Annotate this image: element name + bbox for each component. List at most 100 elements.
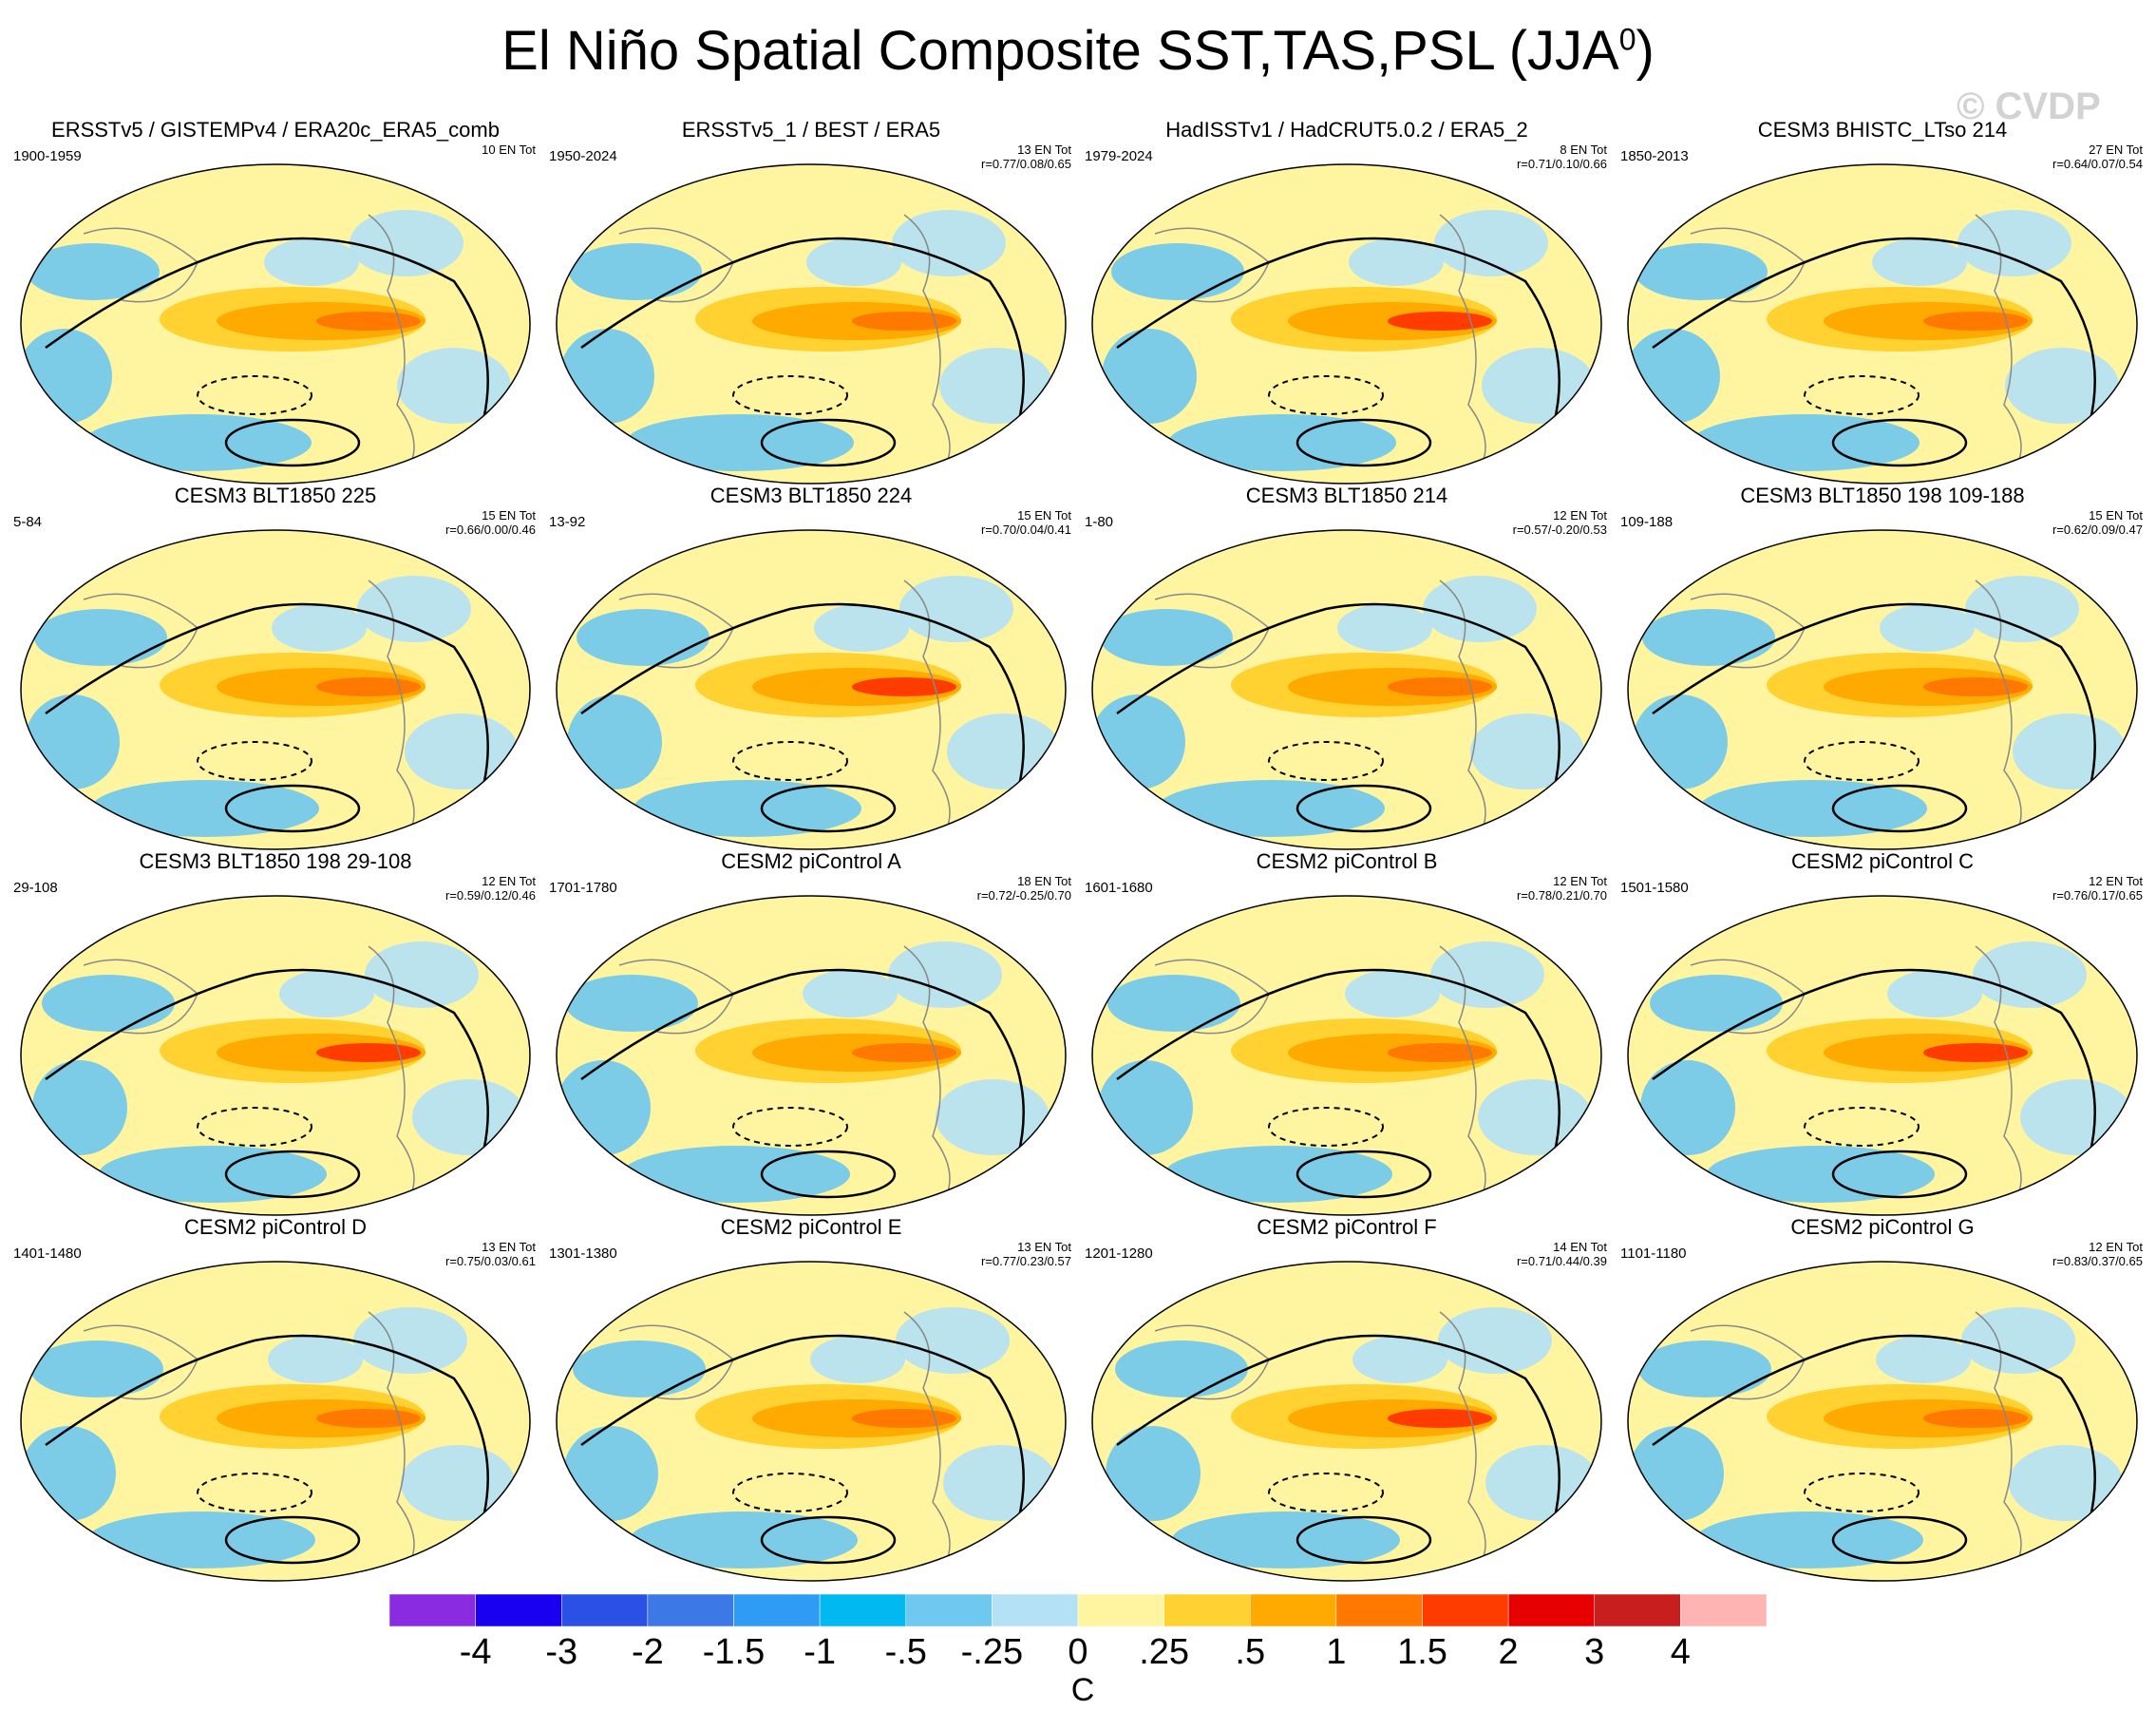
colorbar-swatch — [389, 1594, 476, 1627]
panel-title: CESM3 BLT1850 224 — [709, 484, 913, 507]
panel-title: CESM2 piControl G — [1790, 1215, 1975, 1239]
colorbar-tick-label: -1 — [804, 1632, 837, 1672]
panel-title: CESM2 piControl E — [720, 1215, 902, 1239]
colorbar-tick-label: 1.5 — [1397, 1632, 1447, 1672]
anomaly-map — [1091, 529, 1602, 850]
map-panel: CESM2 piControl F 1201-1280 14 EN Tot r=0.7… — [1079, 1211, 1615, 1595]
panel-title: CESM2 piControl A — [721, 849, 901, 873]
pattern-correlation: r=0.71/0.10/0.66 — [1516, 157, 1607, 171]
panel-years: 1-80 — [1085, 514, 1114, 530]
event-count: 12 EN Tot — [2089, 1240, 2143, 1254]
anomaly-map — [1091, 1261, 1602, 1582]
panel-years: 1900-1959 — [13, 148, 82, 164]
panel-years: 109-188 — [1620, 514, 1674, 530]
anomaly-map — [1627, 529, 2138, 850]
pattern-correlation: r=0.59/0.12/0.46 — [444, 888, 536, 903]
map-panel: CESM2 piControl D 1401-1480 13 EN Tot r=0.7… — [8, 1211, 543, 1595]
panel-stats: 12 EN Tot r=0.78/0.21/0.70 — [1517, 874, 1607, 903]
colorbar-tick-label: .25 — [1139, 1632, 1190, 1672]
colorbar-tick-label: 0 — [1068, 1632, 1088, 1672]
colorbar-swatch — [1077, 1594, 1164, 1627]
map-panel: ERSSTv5 / GISTEMPv4 / ERA20c_ERA5_comb 19… — [8, 114, 543, 498]
event-count: 12 EN Tot — [482, 874, 536, 888]
panel-stats: 12 EN Tot r=0.83/0.37/0.65 — [2052, 1240, 2143, 1268]
colorbar-swatch — [475, 1594, 562, 1627]
colorbar-swatch — [647, 1594, 734, 1627]
panel-stats: 15 EN Tot r=0.62/0.09/0.47 — [2052, 508, 2143, 537]
event-count: 14 EN Tot — [1553, 1240, 1607, 1254]
panel-title: CESM2 piControl C — [1791, 849, 1974, 873]
anomaly-map — [556, 1261, 1067, 1582]
colorbar-swatch — [1680, 1594, 1767, 1627]
panel-title: CESM3 BLT1850 198 109-188 — [1740, 484, 2025, 507]
panel-stats: 27 EN Tot r=0.64/0.07/0.54 — [2052, 143, 2143, 171]
panel-stats: 13 EN Tot r=0.77/0.08/0.65 — [981, 143, 1071, 171]
anomaly-map — [1627, 895, 2138, 1216]
panel-title: CESM3 BLT1850 214 — [1245, 484, 1448, 507]
panel-years: 1401-1480 — [13, 1245, 82, 1262]
event-count: 18 EN Tot — [1017, 874, 1071, 888]
colorbar-swatch — [992, 1594, 1079, 1627]
map-panel: ERSSTv5_1 / BEST / ERA5 1950-2024 13 EN To… — [543, 114, 1079, 498]
colorbar — [389, 1594, 1767, 1627]
map-panel: CESM3 BLT1850 224 13-92 15 EN Tot r=0.70/0.… — [543, 480, 1079, 864]
panel-stats: 8 EN Tot r=0.71/0.10/0.66 — [1517, 143, 1607, 171]
colorbar-tick-label: 2 — [1498, 1632, 1519, 1672]
anomaly-map — [20, 1261, 531, 1582]
event-count: 8 EN Tot — [1560, 143, 1607, 157]
pattern-correlation: r=0.77/0.08/0.65 — [980, 157, 1071, 171]
map-panel: HadISSTv1 / HadCRUT5.0.2 / ERA5_2 1979-20… — [1079, 114, 1615, 498]
panel-years: 1301-1380 — [549, 1245, 617, 1262]
colorbar-tick-label: 4 — [1670, 1632, 1691, 1672]
anomaly-map — [1627, 1261, 2138, 1582]
colorbar-tick-label: 1 — [1326, 1632, 1347, 1672]
panel-stats: 18 EN Tot r=0.72/-0.25/0.70 — [977, 874, 1071, 903]
panel-stats: 15 EN Tot r=0.70/0.04/0.41 — [981, 508, 1071, 537]
map-panel: CESM3 BLT1850 225 5-84 15 EN Tot r=0.66/0.0… — [8, 480, 543, 864]
event-count: 12 EN Tot — [1553, 874, 1607, 888]
colorbar-swatch — [561, 1594, 649, 1627]
panel-years: 1201-1280 — [1085, 1245, 1153, 1262]
panel-years: 1850-2013 — [1620, 148, 1689, 164]
panel-stats: 15 EN Tot r=0.66/0.00/0.46 — [445, 508, 536, 537]
panel-years: 13-92 — [549, 514, 586, 530]
panel-years: 1701-1780 — [549, 880, 617, 896]
colorbar-swatch — [1163, 1594, 1251, 1627]
colorbar-tick-label: -3 — [545, 1632, 578, 1672]
title-superscript: 0 — [1618, 22, 1636, 57]
map-panel: CESM2 piControl C 1501-1580 12 EN Tot r=0.7… — [1615, 846, 2150, 1229]
panel-years: 1101-1180 — [1620, 1245, 1687, 1262]
panel-years: 5-84 — [13, 514, 43, 530]
colorbar-swatch — [1422, 1594, 1509, 1627]
panel-stats: 13 EN Tot r=0.77/0.23/0.57 — [981, 1240, 1071, 1268]
anomaly-map — [1091, 895, 1602, 1216]
anomaly-map — [20, 529, 531, 850]
colorbar-tick-label: -.5 — [884, 1632, 927, 1672]
colorbar-tick-label: .5 — [1235, 1632, 1266, 1672]
colorbar-tick-label: -2 — [631, 1632, 664, 1672]
panel-years: 29-108 — [13, 880, 58, 896]
colorbar-tick-label: -4 — [459, 1632, 492, 1672]
colorbar-unit: C — [1070, 1672, 1095, 1708]
anomaly-map — [20, 895, 531, 1216]
panel-title: CESM2 piControl B — [1256, 849, 1438, 873]
colorbar-swatch — [819, 1594, 906, 1627]
panel-title: CESM3 BLT1850 225 — [174, 484, 377, 507]
event-count: 15 EN Tot — [2089, 508, 2143, 523]
pattern-correlation: r=0.57/-0.20/0.53 — [1512, 523, 1607, 537]
pattern-correlation: r=0.64/0.07/0.54 — [2052, 157, 2143, 171]
event-count: 10 EN Tot — [482, 143, 536, 157]
panel-stats: 12 EN Tot r=0.57/-0.20/0.53 — [1513, 508, 1607, 537]
event-count: 13 EN Tot — [1017, 1240, 1071, 1254]
anomaly-map — [556, 529, 1067, 850]
map-panel: CESM2 piControl G 1101-1180 12 EN Tot r=0.8… — [1615, 1211, 2150, 1595]
panel-title: ERSSTv5 / GISTEMPv4 / ERA20c_ERA5_comb — [51, 118, 500, 142]
map-panel: CESM2 piControl B 1601-1680 12 EN Tot r=0.7… — [1079, 846, 1615, 1229]
panel-stats: 13 EN Tot r=0.75/0.03/0.61 — [445, 1240, 536, 1268]
event-count: 13 EN Tot — [482, 1240, 536, 1254]
panel-title: CESM3 BLT1850 198 29-108 — [139, 849, 412, 873]
panel-title: CESM3 BHISTC_LTso 214 — [1757, 118, 2008, 142]
anomaly-map — [1091, 163, 1602, 485]
colorbar-tick-label: 3 — [1584, 1632, 1605, 1672]
figure-title: El Niño Spatial Composite SST,TAS,PSL (J… — [501, 20, 1655, 82]
